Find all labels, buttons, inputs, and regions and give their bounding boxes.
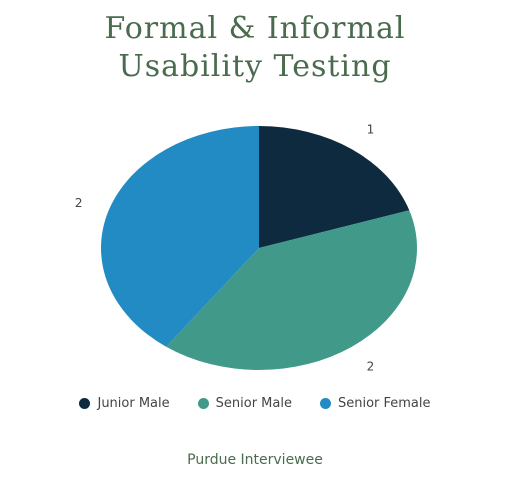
chart-title: Formal & Informal Usability Testing xyxy=(0,10,510,86)
legend-swatch-senior-male xyxy=(197,398,209,409)
data-label-senior-female: 2 xyxy=(75,196,83,210)
legend-item-senior-male[interactable]: Senior Male xyxy=(197,396,292,411)
data-label-junior-male: 1 xyxy=(367,123,375,137)
chart-title-line-2: Usability Testing xyxy=(118,49,392,84)
pie-slice-senior-male[interactable] xyxy=(166,210,418,371)
footer-label: Purdue Interviewee xyxy=(187,452,323,468)
chart-title-line-1: Formal & Informal xyxy=(104,11,406,46)
legend-item-senior-female[interactable]: Senior Female xyxy=(319,396,431,411)
pie-slice-junior-male[interactable] xyxy=(259,126,410,248)
legend-label-junior-male: Junior Male xyxy=(97,396,170,411)
legend-swatch-junior-male xyxy=(79,398,91,409)
data-label-senior-male: 2 xyxy=(367,359,375,373)
legend: Junior Male Senior Male Senior Female xyxy=(0,396,510,411)
pie-slice-senior-female[interactable] xyxy=(101,126,260,347)
legend-swatch-senior-female xyxy=(319,398,331,409)
legend-label-senior-male: Senior Male xyxy=(215,396,292,411)
legend-label-senior-female: Senior Female xyxy=(337,396,431,411)
legend-item-junior-male[interactable]: Junior Male xyxy=(79,396,170,411)
